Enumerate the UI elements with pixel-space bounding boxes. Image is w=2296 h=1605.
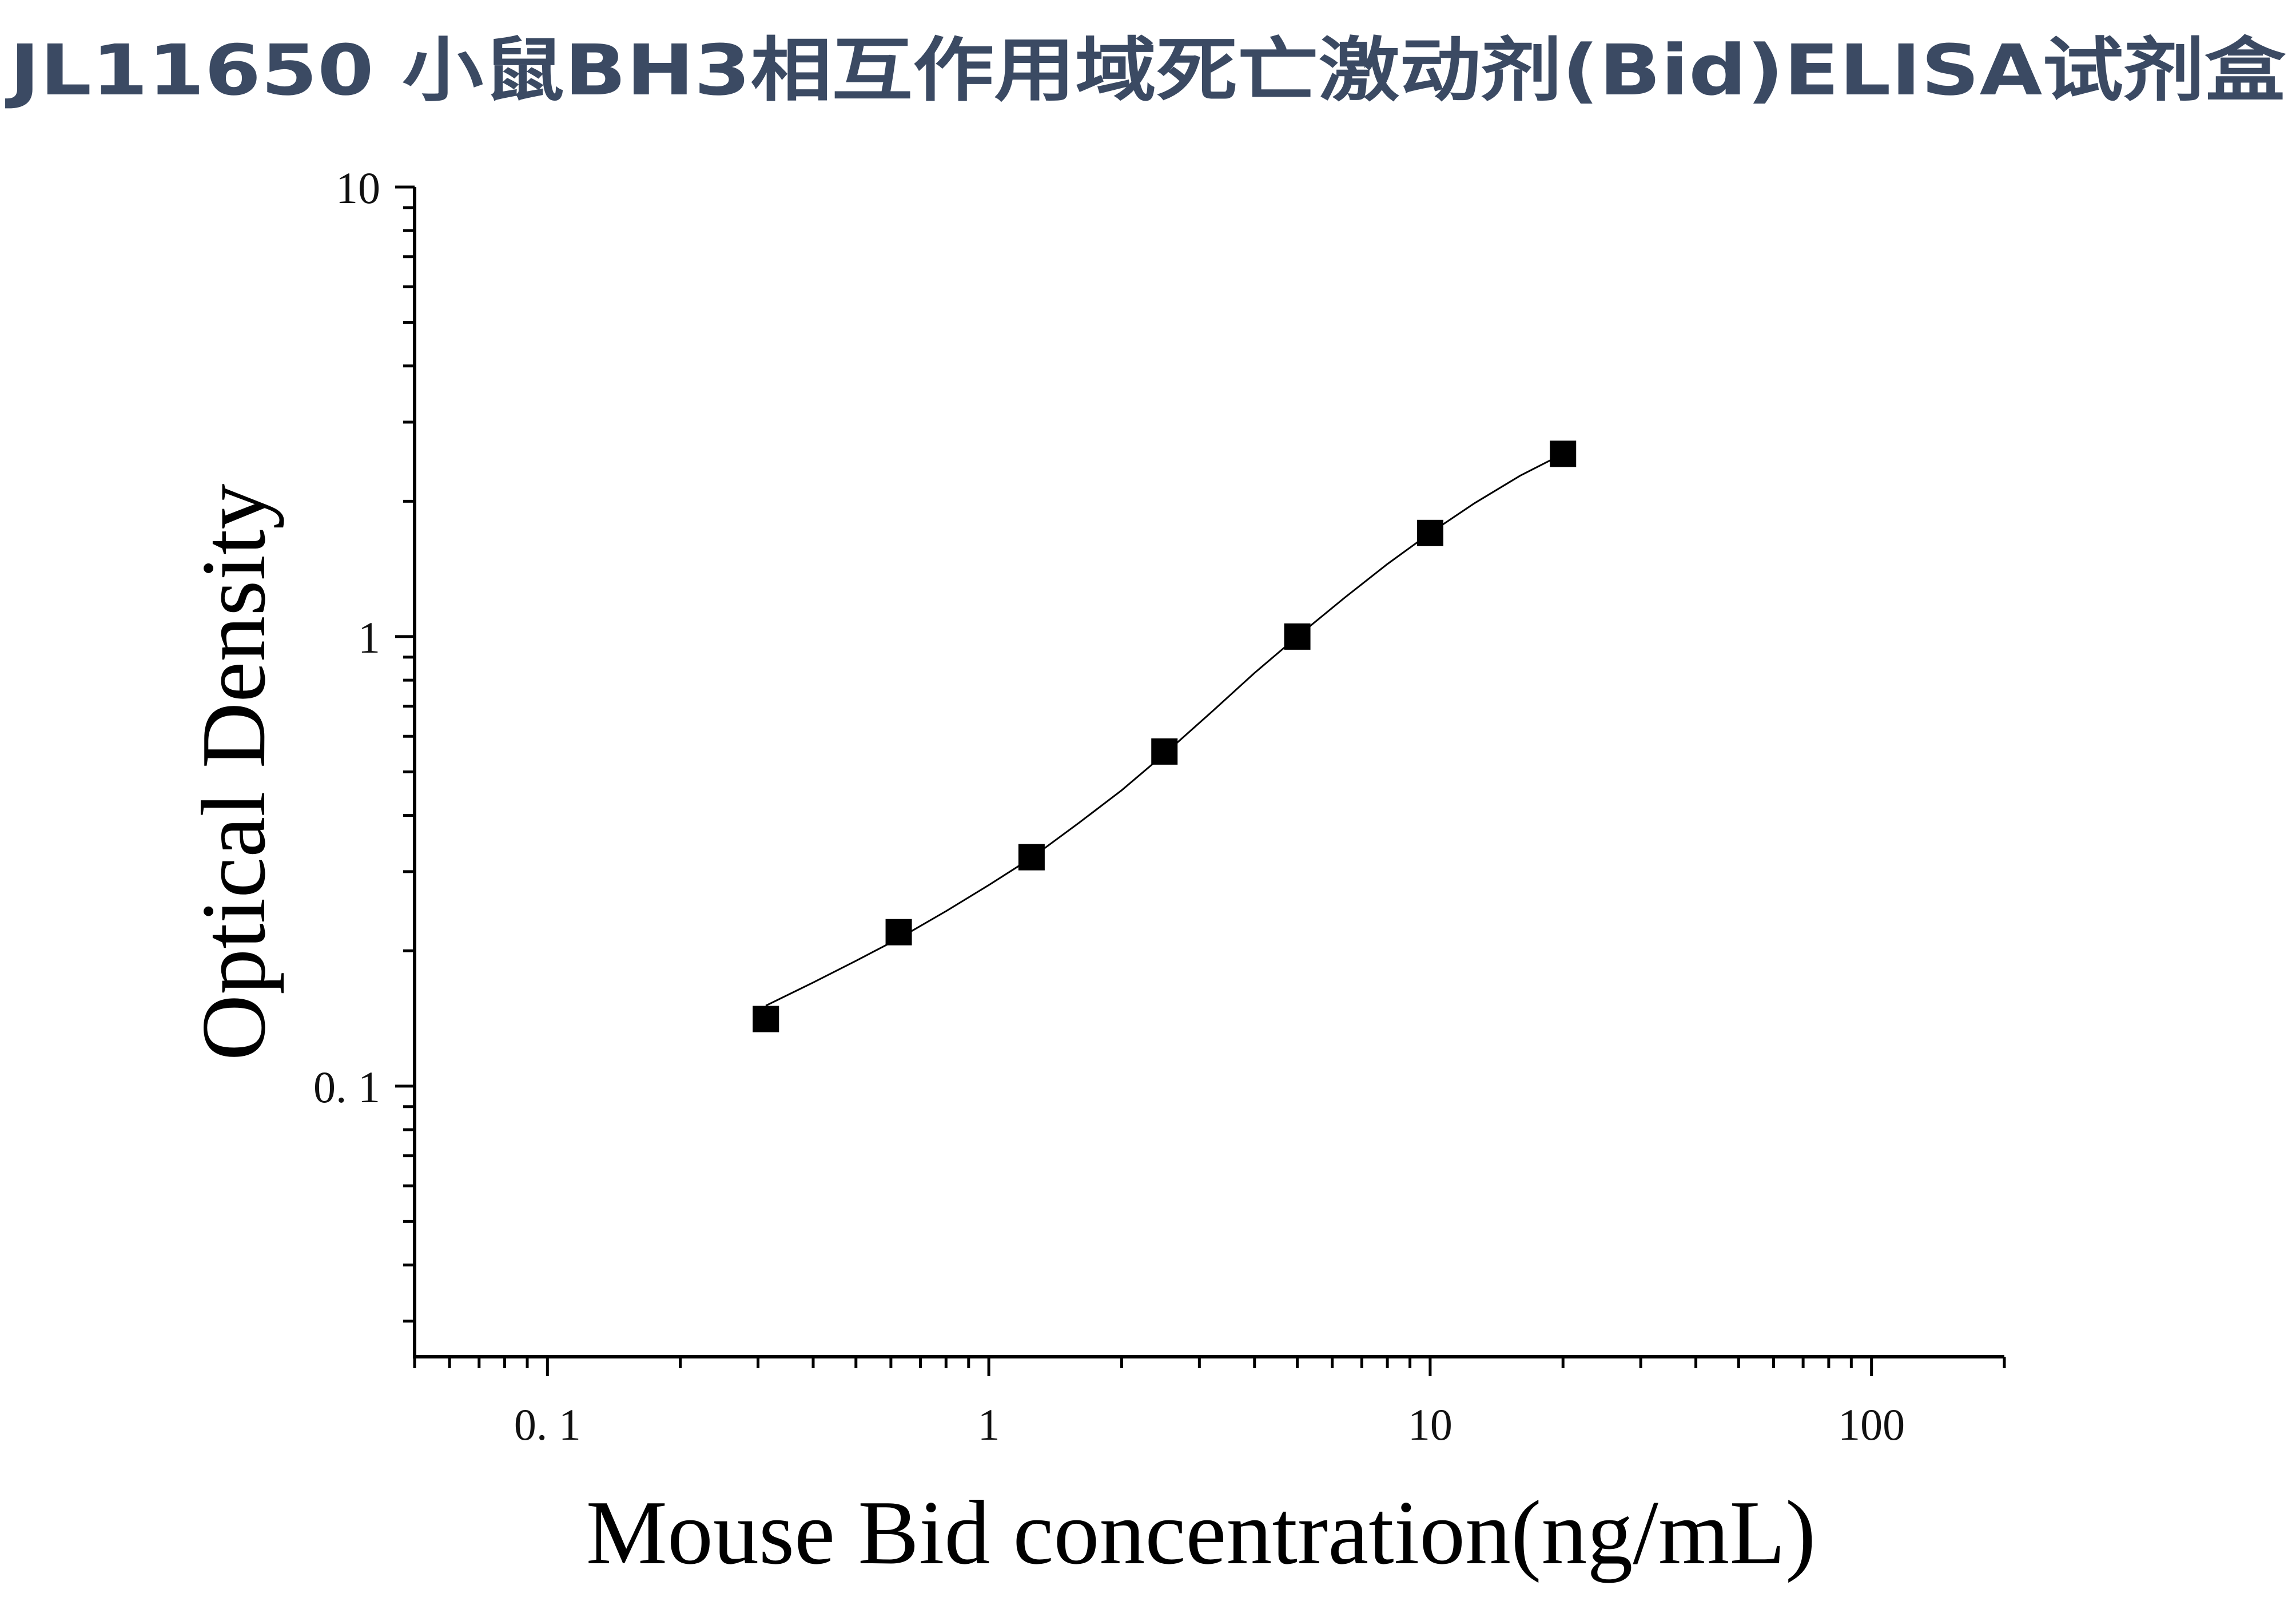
x-tick-label: 1 xyxy=(978,1400,1000,1449)
chart-title: JL11650 小鼠BH3相互作用域死亡激动剂(Bid)ELISA试剂盒 xyxy=(5,30,2286,111)
y-tick-label: 0. 1 xyxy=(313,1062,380,1112)
y-axis-ticks: 0. 1 1 10 xyxy=(313,163,415,1323)
y-axis-label: Optical Density xyxy=(182,484,284,1061)
x-axis-label: Mouse Bid concentration(ng/mL) xyxy=(586,1481,1816,1583)
x-tick-label: 10 xyxy=(1408,1400,1453,1449)
y-tick-label: 10 xyxy=(336,163,380,213)
data-point xyxy=(1151,738,1178,765)
data-point xyxy=(1416,519,1443,546)
y-tick-label: 1 xyxy=(358,613,380,662)
x-axis-ticks: 0. 1 1 10 100 xyxy=(413,1357,2006,1449)
fit-curve-line xyxy=(765,453,1563,1007)
data-point xyxy=(1284,623,1311,650)
data-point xyxy=(753,1006,779,1032)
data-points xyxy=(753,440,1577,1032)
x-tick-label: 0. 1 xyxy=(514,1400,581,1449)
data-point xyxy=(1018,844,1045,871)
data-point xyxy=(885,919,912,945)
data-point xyxy=(1550,440,1577,467)
x-tick-label: 100 xyxy=(1838,1400,1905,1449)
